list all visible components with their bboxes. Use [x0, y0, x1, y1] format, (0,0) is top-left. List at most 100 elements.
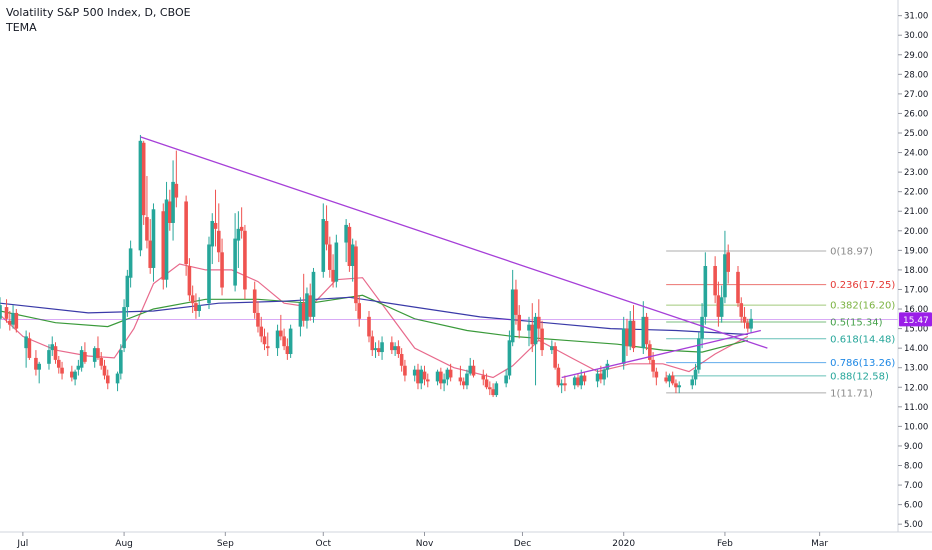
y-tick-label: 28.00 [904, 70, 928, 80]
y-tick-label: 17.00 [904, 285, 928, 295]
candle-body [393, 346, 397, 351]
candle [576, 373, 580, 388]
candle [220, 238, 224, 296]
candle [749, 309, 753, 333]
x-tick-label: Dec [514, 539, 531, 549]
candle-body [265, 346, 270, 349]
candle [556, 363, 561, 388]
candle [243, 224, 247, 300]
candle-body [488, 387, 492, 390]
candle [628, 310, 633, 351]
fibonacci-layer: 0(18.97) 0.236(17.25) 0.382(16.20) 0.5(15.3… [0, 246, 898, 399]
candle [461, 377, 466, 390]
x-tick-label: Aug [115, 539, 133, 549]
y-tick-label: 19.00 [904, 246, 928, 256]
candle-body [105, 375, 110, 384]
candle-body [256, 312, 260, 327]
candle [151, 203, 156, 282]
candle [194, 293, 198, 319]
candle [435, 369, 440, 386]
candle-body [148, 240, 153, 268]
candle-body [11, 312, 15, 325]
y-tick-label: 24.00 [904, 149, 928, 159]
y-tick-label: 13.00 [904, 364, 928, 374]
candle [60, 361, 64, 380]
candle [115, 371, 120, 392]
moving-average-line [0, 294, 748, 353]
candle-body [308, 295, 313, 317]
last-price-label: 15.47 [903, 316, 929, 326]
indicator-label[interactable]: TEMA [6, 21, 37, 34]
candle [572, 375, 577, 390]
candle-body [641, 316, 646, 349]
candle-body [367, 316, 371, 337]
candle [491, 383, 495, 398]
candle-body [184, 201, 188, 265]
candle [148, 219, 153, 274]
candle-body [233, 238, 237, 286]
candle-body [96, 348, 100, 358]
candle-body [504, 375, 508, 384]
candle-body [484, 379, 489, 388]
candle-body [726, 252, 730, 272]
candle [233, 213, 237, 292]
trendline-resistance [140, 136, 768, 349]
candle [168, 189, 172, 231]
candle-body [412, 369, 417, 376]
candle-body [458, 377, 463, 382]
y-tick-label: 25.00 [904, 129, 928, 139]
candle [641, 301, 646, 355]
candle [328, 236, 332, 278]
candle [256, 301, 260, 333]
candle [141, 140, 146, 225]
candle-body [354, 246, 358, 304]
candle-body [151, 209, 156, 268]
candle [670, 371, 675, 386]
chart-title[interactable]: Volatility S&P 500 Index, D, CBOE [6, 6, 191, 19]
candle [321, 203, 326, 278]
candle-body [651, 359, 655, 372]
candle [210, 213, 215, 265]
candle [357, 295, 361, 327]
candle-body [481, 375, 486, 380]
candle [252, 281, 257, 319]
candle-body [723, 254, 727, 298]
candle-body [736, 271, 740, 304]
candle-body [321, 219, 326, 272]
candle-body [376, 348, 381, 353]
candle [373, 342, 378, 358]
candle [259, 316, 264, 343]
candle-body [494, 383, 499, 396]
candle-body [563, 383, 567, 386]
candle [79, 346, 84, 372]
candle [70, 365, 74, 382]
candle-body [357, 303, 361, 319]
candle-body [510, 289, 515, 343]
candle [262, 328, 267, 351]
x-tick-label: Mar [811, 539, 828, 549]
candle [664, 371, 668, 384]
candle-body [370, 336, 375, 351]
candle-body [288, 328, 293, 355]
candle-body [468, 365, 473, 374]
candle-body [745, 322, 750, 329]
candle-body [507, 340, 512, 376]
x-tick-label: Oct [315, 539, 331, 549]
candle [102, 359, 107, 380]
candle [285, 338, 290, 360]
candle-body [122, 307, 126, 349]
candle-body [582, 375, 587, 382]
candle [412, 365, 417, 382]
candle [105, 369, 110, 390]
x-tick-label: Nov [416, 539, 434, 549]
candle [354, 240, 358, 311]
candle-body [703, 266, 708, 317]
candle [331, 254, 335, 288]
candle-body [654, 371, 659, 378]
candle [128, 240, 133, 288]
candle [445, 367, 450, 386]
candle-body [491, 389, 495, 396]
y-tick-label: 9.00 [904, 442, 923, 452]
candle-body [540, 328, 544, 351]
